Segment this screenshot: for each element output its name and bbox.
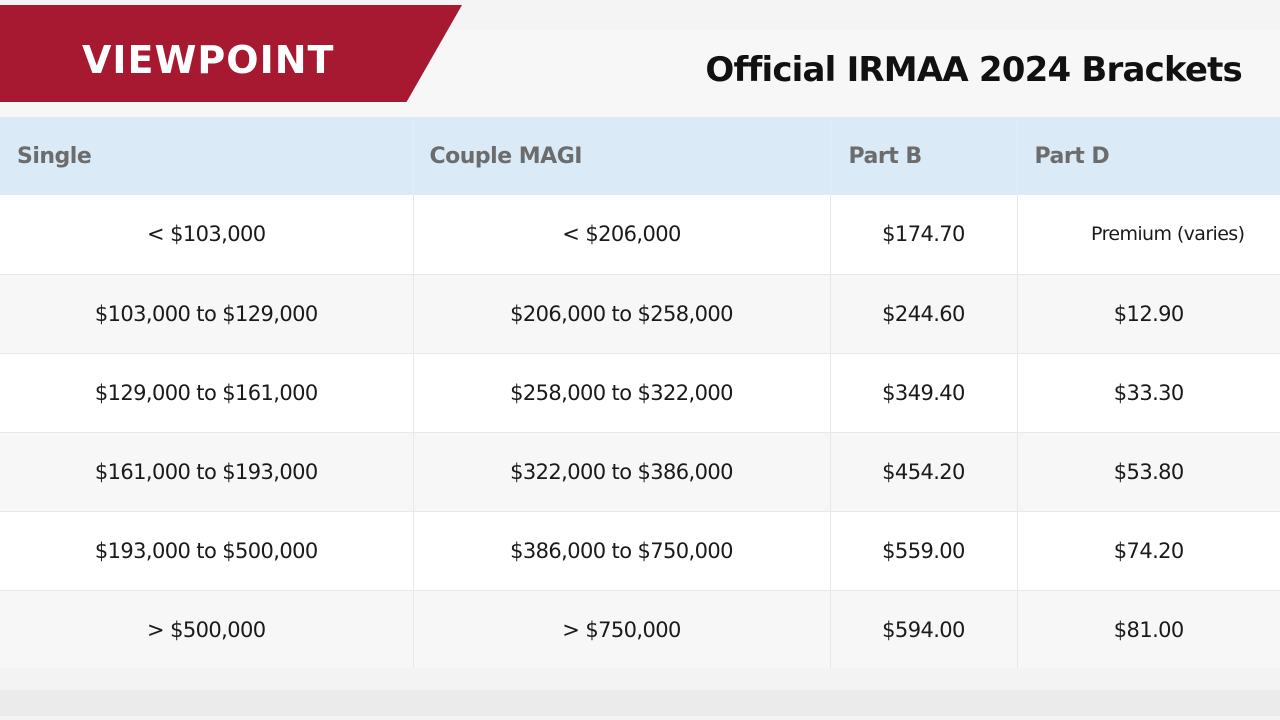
cell-single: < $103,000 bbox=[0, 195, 414, 275]
cell-couple: $258,000 to $322,000 bbox=[413, 353, 831, 433]
cell-part-b: $174.70 bbox=[830, 195, 1018, 275]
cell-couple: < $206,000 bbox=[413, 195, 831, 275]
column-header-single: Single bbox=[0, 117, 414, 195]
cell-part-d: $53.80 bbox=[1017, 432, 1280, 512]
table-header-row: Single Couple MAGI Part B Part D bbox=[0, 117, 1280, 195]
cell-single: $103,000 to $129,000 bbox=[0, 274, 414, 354]
column-header-part-d: Part D bbox=[1017, 117, 1280, 195]
cell-couple: $322,000 to $386,000 bbox=[413, 432, 831, 512]
table-row: $129,000 to $161,000 $258,000 to $322,00… bbox=[0, 353, 1280, 433]
cell-single: > $500,000 bbox=[0, 590, 414, 670]
cell-part-d: $33.30 bbox=[1017, 353, 1280, 433]
cell-single: $129,000 to $161,000 bbox=[0, 353, 414, 433]
cell-part-b: $454.20 bbox=[830, 432, 1018, 512]
table-row: < $103,000 < $206,000 $174.70 Premium (v… bbox=[0, 195, 1280, 275]
cell-part-d: $12.90 bbox=[1017, 274, 1280, 354]
table-row: $161,000 to $193,000 $322,000 to $386,00… bbox=[0, 432, 1280, 512]
cell-part-d: $74.20 bbox=[1017, 511, 1280, 591]
page-title: Official IRMAA 2024 Brackets bbox=[705, 50, 1242, 90]
header: VIEWPOINT Official IRMAA 2024 Brackets bbox=[0, 0, 1280, 117]
cell-couple: $386,000 to $750,000 bbox=[413, 511, 831, 591]
viewpoint-banner: VIEWPOINT bbox=[0, 5, 462, 102]
cell-couple: $206,000 to $258,000 bbox=[413, 274, 831, 354]
column-header-couple-magi: Couple MAGI bbox=[413, 117, 831, 195]
column-header-part-b: Part B bbox=[830, 117, 1018, 195]
cell-part-d: $81.00 bbox=[1017, 590, 1280, 670]
footer-band bbox=[0, 690, 1280, 716]
cell-part-b: $594.00 bbox=[830, 590, 1018, 670]
cell-part-b: $244.60 bbox=[830, 274, 1018, 354]
table-row: $103,000 to $129,000 $206,000 to $258,00… bbox=[0, 274, 1280, 354]
cell-part-b: $349.40 bbox=[830, 353, 1018, 433]
table-row: > $500,000 > $750,000 $594.00 $81.00 bbox=[0, 590, 1280, 670]
cell-couple: > $750,000 bbox=[413, 590, 831, 670]
table-row: $193,000 to $500,000 $386,000 to $750,00… bbox=[0, 511, 1280, 591]
cell-single: $193,000 to $500,000 bbox=[0, 511, 414, 591]
cell-part-b: $559.00 bbox=[830, 511, 1018, 591]
cell-part-d: Premium (varies) bbox=[1017, 195, 1280, 275]
cell-single: $161,000 to $193,000 bbox=[0, 432, 414, 512]
banner-label: VIEWPOINT bbox=[82, 38, 335, 82]
irmaa-brackets-table: Single Couple MAGI Part B Part D < $103,… bbox=[0, 117, 1280, 670]
